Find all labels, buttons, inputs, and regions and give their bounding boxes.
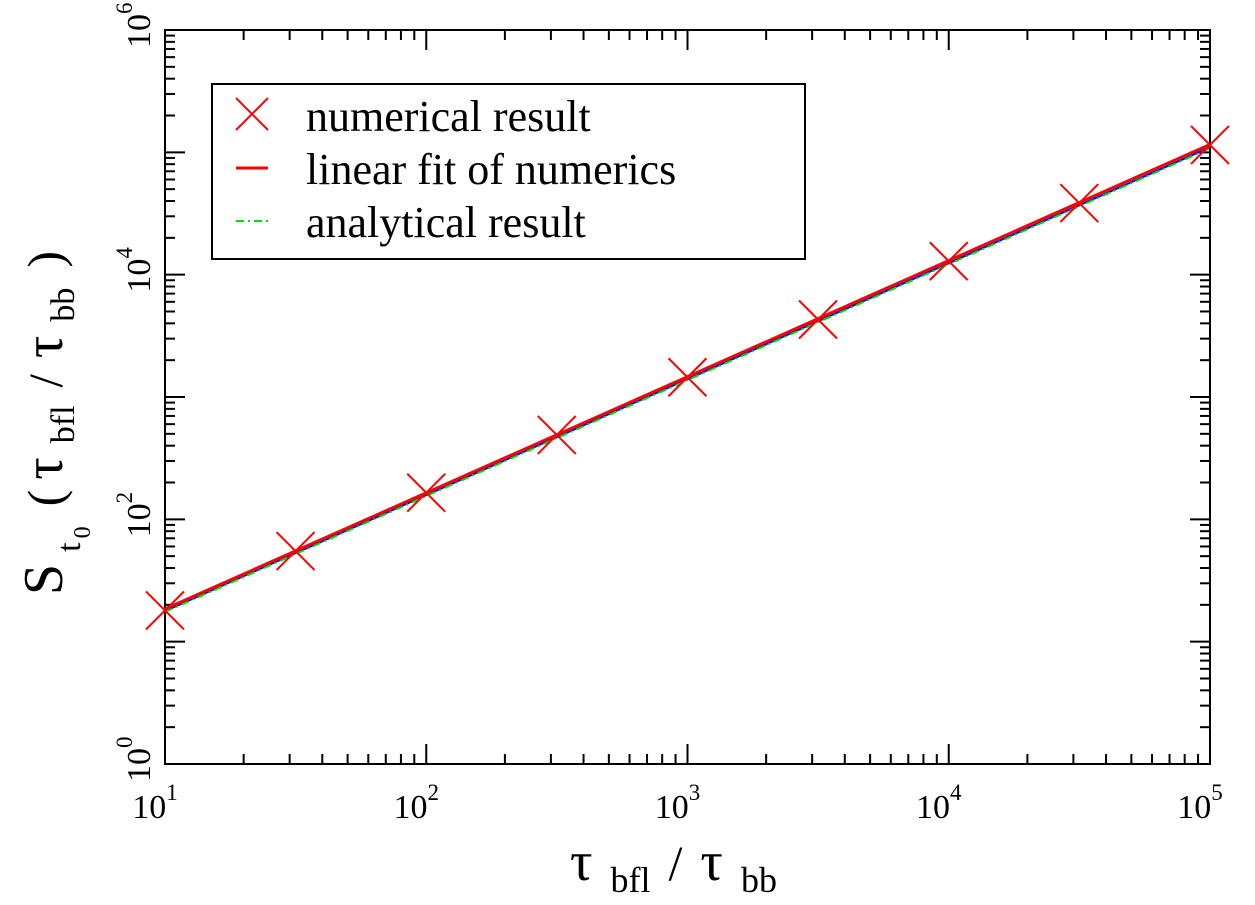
y-tick-label-base: 10 xyxy=(121,503,158,537)
point-stroke-b xyxy=(929,241,969,281)
x-axis-title-sub2: bb xyxy=(741,860,777,900)
y-tick-label: 106 xyxy=(112,3,158,49)
y-tick-label-exp: 0 xyxy=(112,737,137,749)
x-axis-title-sym2: τ xyxy=(700,831,723,893)
numerical-result-point xyxy=(1059,183,1100,223)
point-stroke-b xyxy=(537,415,577,455)
x-tick-label: 104 xyxy=(916,780,962,826)
numerical-result-point xyxy=(275,531,316,571)
y-tick-label-group: 102 xyxy=(112,492,158,538)
legend-label-fit: linear fit of numerics xyxy=(306,145,676,194)
legend-item-fit: linear fit of numerics xyxy=(236,145,676,194)
y-axis-title-sub: t xyxy=(51,542,88,552)
point-stroke-b xyxy=(667,357,708,397)
y-axis-title: S t 0 ( τ bfl / τ bb ) xyxy=(13,251,96,595)
numerical-result-point xyxy=(798,299,838,340)
legend-item-analytical: analytical result xyxy=(236,198,586,247)
numerical-result-point xyxy=(667,357,708,397)
x-axis-title-sym: τ xyxy=(570,831,593,893)
legend: numerical result linear fit of numerics … xyxy=(211,83,806,260)
y-axis-title-subsub: 0 xyxy=(70,526,96,538)
numerical-result-point xyxy=(145,590,185,631)
y-axis-title-main: S xyxy=(13,564,75,595)
y-tick-label-exp: 2 xyxy=(112,492,137,504)
y-tick-label-group: 106 xyxy=(112,3,158,49)
x-tick-label-exp: 1 xyxy=(166,780,178,805)
x-tick-label: 105 xyxy=(1177,780,1223,826)
point-stroke-b xyxy=(798,299,838,340)
y-tick-label: 100 xyxy=(112,737,158,783)
series-layer xyxy=(145,125,1230,631)
x-tick-label-base: 10 xyxy=(655,789,689,826)
y-tick-label: 104 xyxy=(112,247,158,293)
y-tick-label-base: 10 xyxy=(121,748,158,782)
y-tick-label-base: 10 xyxy=(121,14,158,48)
analytical-result-line xyxy=(164,147,1211,613)
blue-reference-line xyxy=(164,146,1211,612)
y-axis-title-sub1: bfl xyxy=(45,405,82,443)
y-tick-label: 102 xyxy=(112,492,158,538)
y-tick-label-group: 100 xyxy=(112,737,158,783)
y-tick-label-base: 10 xyxy=(121,259,158,293)
y-axis-title-sub2: bb xyxy=(45,288,82,322)
point-stroke-b xyxy=(275,531,316,571)
x-axis-title: τ bfl / τ bb xyxy=(570,831,777,900)
point-stroke-b xyxy=(1059,183,1100,223)
x-axis-title-sep: / xyxy=(669,835,683,891)
y-axis-title-open: ( xyxy=(17,490,73,507)
y-tick-label-exp: 6 xyxy=(112,3,137,15)
x-tick-label-base: 10 xyxy=(916,789,950,826)
x-axis-title-sub1: bfl xyxy=(611,860,651,900)
point-stroke-b xyxy=(1190,125,1230,165)
legend-box xyxy=(211,83,806,260)
y-axis-title-sym2: τ xyxy=(13,336,75,359)
numerical-result-point xyxy=(406,473,446,513)
x-tick-label-base: 10 xyxy=(132,789,166,826)
x-tick-label-base: 10 xyxy=(1177,789,1211,826)
x-tick-label-exp: 3 xyxy=(689,780,701,805)
major-ticks xyxy=(164,29,1211,765)
y-tick-label-exp: 4 xyxy=(112,247,137,259)
legend-label-numerical: numerical result xyxy=(306,92,591,141)
x-tick-label: 102 xyxy=(394,780,440,826)
x-tick-label-base: 10 xyxy=(394,789,428,826)
x-tick-label: 103 xyxy=(655,780,701,826)
point-stroke-b xyxy=(145,590,185,631)
x-tick-label-exp: 5 xyxy=(1211,780,1223,805)
y-tick-label-group: 104 xyxy=(112,247,158,293)
x-tick-labels: 101 102 103 104 105 xyxy=(132,780,1223,826)
x-tick-label-exp: 2 xyxy=(428,780,440,805)
legend-item-numerical: numerical result xyxy=(235,92,591,141)
legend-marker-x-b xyxy=(235,97,269,131)
y-axis-title-close: ) xyxy=(17,251,73,268)
numerical-result-point xyxy=(1190,125,1230,165)
numerical-result-point xyxy=(929,241,969,281)
y-axis-title-sep: / xyxy=(20,373,73,387)
y-axis-title-sym: τ xyxy=(13,457,75,480)
x-tick-label: 101 xyxy=(132,780,178,826)
point-stroke-b xyxy=(406,473,446,513)
x-tick-label-exp: 4 xyxy=(950,780,962,805)
numerical-result-point xyxy=(537,415,577,455)
minor-ticks xyxy=(165,30,1210,764)
legend-label-analytical: analytical result xyxy=(306,198,586,247)
